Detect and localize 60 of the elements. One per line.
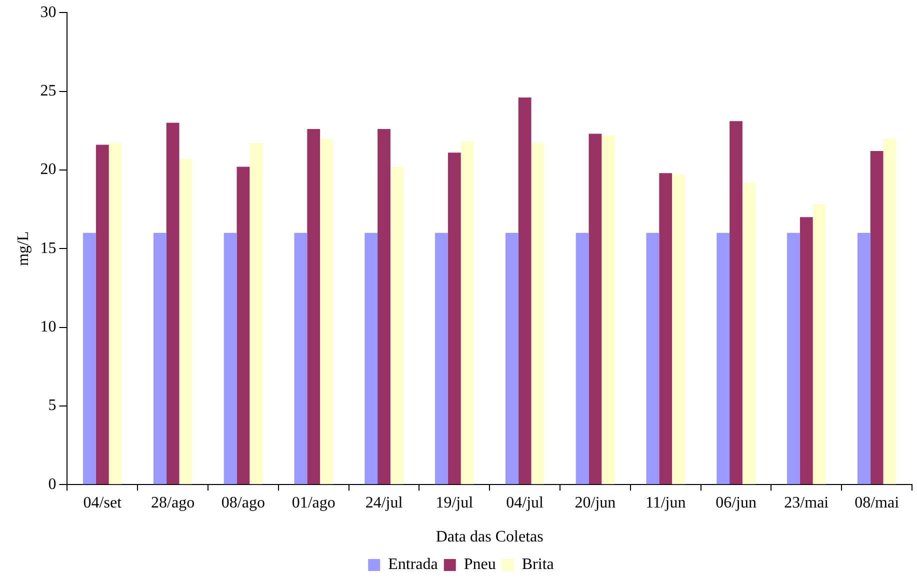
- bar: [812, 204, 826, 484]
- bar: [294, 232, 308, 484]
- bar: [716, 232, 730, 484]
- x-tick-label: 08/ago: [221, 494, 265, 512]
- legend-label: Brita: [522, 556, 554, 574]
- bar: [390, 166, 404, 484]
- y-tick-label: 25: [40, 82, 56, 100]
- y-tick-label: 10: [40, 318, 56, 336]
- bar: [659, 173, 672, 484]
- bar: [870, 151, 884, 484]
- bar: [435, 232, 448, 484]
- x-tick-label: 04/set: [83, 494, 122, 512]
- bar: [883, 138, 896, 484]
- bar: [730, 121, 742, 484]
- x-tick-label: 04/jul: [506, 494, 544, 512]
- x-tick-label: 11/jun: [645, 494, 686, 512]
- bar: [224, 232, 237, 484]
- bar: [179, 158, 192, 484]
- bar: [576, 232, 589, 484]
- bar: [588, 134, 602, 484]
- bar: [108, 143, 122, 484]
- legend-label: Entrada: [388, 556, 438, 574]
- bar: [800, 217, 813, 484]
- x-tick-label: 24/jul: [365, 494, 404, 512]
- bar: [83, 232, 96, 484]
- bar: [320, 138, 333, 484]
- y-tick-label: 15: [40, 240, 56, 257]
- x-tick-label: 08/mai: [854, 494, 900, 512]
- x-tick-label: 23/mai: [784, 494, 830, 512]
- x-tick-label: 06/jun: [716, 494, 756, 512]
- bar: [460, 142, 474, 484]
- bar: [646, 232, 660, 484]
- x-tick-label: 28/ago: [151, 494, 195, 512]
- bar: [153, 232, 166, 484]
- y-tick-label: 5: [48, 397, 56, 414]
- y-tick-label: 0: [48, 476, 56, 493]
- bar: [672, 174, 685, 484]
- y-tick-label: 20: [40, 161, 56, 178]
- bar: [250, 143, 263, 484]
- bar: [96, 144, 109, 484]
- bar: [531, 143, 544, 484]
- bar: [166, 122, 180, 484]
- bar: [378, 129, 390, 484]
- y-axis-title: mg/L: [14, 231, 32, 266]
- bar: [307, 129, 320, 484]
- bar: [364, 232, 378, 484]
- legend-label: Pneu: [464, 556, 496, 574]
- bar: [236, 166, 250, 484]
- bar: [448, 152, 461, 484]
- x-axis-title: Data das Coletas: [436, 528, 544, 546]
- bar: [857, 232, 870, 484]
- y-tick-label: 30: [40, 4, 56, 21]
- bar: [505, 232, 518, 484]
- x-tick-label: 01/ago: [292, 494, 336, 512]
- bar: [787, 232, 800, 484]
- x-tick-label: 19/jul: [436, 494, 474, 512]
- x-tick-label: 20/jun: [574, 494, 616, 512]
- bar: [602, 135, 615, 484]
- bar: [742, 182, 756, 484]
- bar: [518, 98, 532, 484]
